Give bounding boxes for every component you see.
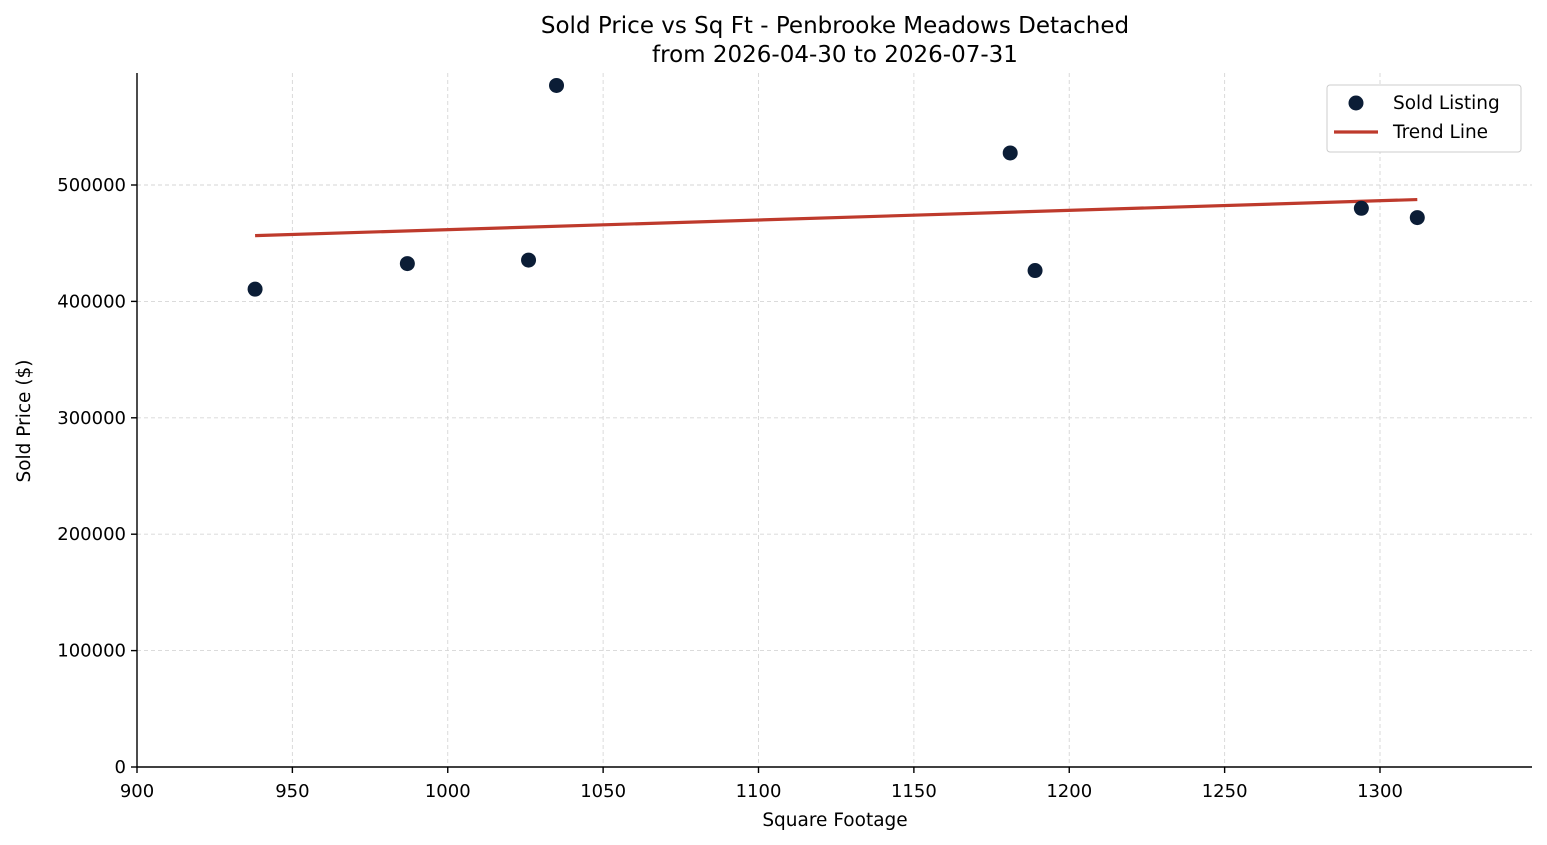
y-axis-label: Sold Price ($) bbox=[14, 359, 35, 482]
data-points bbox=[247, 77, 1425, 297]
data-point bbox=[521, 252, 537, 268]
legend-label-trend-line: Trend Line bbox=[1392, 122, 1488, 143]
y-tick-label: 300000 bbox=[57, 408, 126, 429]
y-tick-label: 0 bbox=[115, 757, 126, 778]
x-tick-label: 1100 bbox=[736, 781, 782, 802]
legend-marker-sold-listing bbox=[1348, 95, 1364, 111]
y-tick-label: 400000 bbox=[57, 291, 126, 312]
legend: Sold Listing Trend Line bbox=[1326, 84, 1522, 153]
x-tick-label: 1200 bbox=[1046, 781, 1092, 802]
legend-label-sold-listing: Sold Listing bbox=[1393, 93, 1500, 114]
x-tick-label: 1050 bbox=[580, 781, 626, 802]
chart-title: Sold Price vs Sq Ft - Penbrooke Meadows … bbox=[541, 13, 1129, 39]
axes bbox=[136, 73, 1532, 768]
trend-line bbox=[255, 197, 1418, 238]
y-tick-label: 500000 bbox=[57, 175, 126, 196]
x-tick-label: 900 bbox=[120, 781, 154, 802]
x-tick-label: 1300 bbox=[1357, 781, 1403, 802]
chart-subtitle: from 2026-04-30 to 2026-07-31 bbox=[652, 42, 1018, 68]
legend-box bbox=[1326, 84, 1522, 153]
grid-lines bbox=[137, 73, 1532, 767]
data-point bbox=[247, 281, 263, 297]
data-point bbox=[1409, 210, 1425, 226]
x-tick-label: 1150 bbox=[891, 781, 937, 802]
x-tick-label: 1250 bbox=[1202, 781, 1248, 802]
data-point bbox=[549, 77, 565, 93]
trend-line-layer bbox=[255, 197, 1418, 238]
x-tick-label: 1000 bbox=[425, 781, 471, 802]
x-axis-ticks: 900 950 1000 1050 1100 1150 1200 1250 1300 bbox=[120, 767, 1403, 802]
x-tick-label: 950 bbox=[275, 781, 309, 802]
y-axis-ticks: 0 100000 200000 300000 400000 500000 bbox=[57, 175, 137, 778]
x-axis-label: Square Footage bbox=[762, 810, 907, 831]
data-point bbox=[399, 256, 415, 272]
y-tick-label: 100000 bbox=[57, 641, 126, 662]
y-tick-label: 200000 bbox=[57, 524, 126, 545]
data-point bbox=[1002, 145, 1018, 161]
data-point bbox=[1027, 263, 1043, 279]
data-point bbox=[1353, 200, 1369, 216]
